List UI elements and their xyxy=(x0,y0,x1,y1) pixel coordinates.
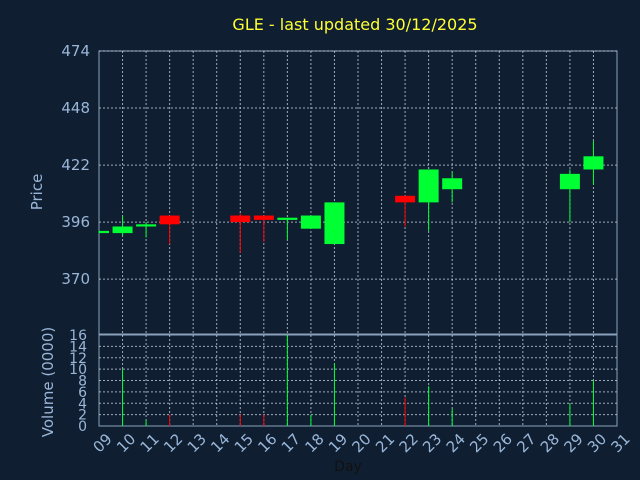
volume-tick-label: 14 xyxy=(69,339,87,355)
volume-tick-label: 12 xyxy=(69,351,87,367)
x-tick-label: 21 xyxy=(372,430,398,456)
x-tick-label: 17 xyxy=(278,430,304,456)
volume-tick-label: 8 xyxy=(78,374,87,390)
chart-title: GLE - last updated 30/12/2025 xyxy=(232,15,477,34)
x-tick-label: 25 xyxy=(466,430,492,456)
volume-tick-label: 0 xyxy=(78,419,87,435)
x-tick-label: 10 xyxy=(113,430,139,456)
candle-body xyxy=(277,217,298,220)
candle-body xyxy=(300,215,321,229)
x-tick-label: 13 xyxy=(184,430,210,456)
price-axis-label: Price xyxy=(28,174,46,211)
volume-tick-label: 10 xyxy=(69,362,87,378)
x-tick-label: 28 xyxy=(537,430,563,456)
price-tick-label: 474 xyxy=(61,42,90,60)
x-tick-label: 15 xyxy=(231,430,257,456)
price-tick-label: 370 xyxy=(61,270,90,288)
x-axis-label: Day xyxy=(334,459,362,475)
x-tick-label: 23 xyxy=(419,430,445,456)
candle-body xyxy=(395,195,416,203)
x-tick-label: 24 xyxy=(443,430,469,456)
candle-body xyxy=(324,202,345,245)
volume-tick-label: 2 xyxy=(78,408,87,424)
x-tick-label: 22 xyxy=(396,430,422,456)
x-tick-label: 11 xyxy=(137,430,163,456)
x-tick-label: 09 xyxy=(90,430,116,456)
candle-body xyxy=(559,173,580,190)
x-tick-label: 30 xyxy=(584,430,610,456)
candle-body xyxy=(159,215,180,225)
candle-body xyxy=(230,215,251,223)
x-tick-label: 18 xyxy=(301,430,327,456)
candle-body xyxy=(99,230,109,234)
x-tick-label: 31 xyxy=(608,430,634,456)
x-tick-label: 20 xyxy=(349,430,375,456)
candle-body xyxy=(442,178,463,190)
x-tick-label: 16 xyxy=(254,430,280,456)
x-tick-label: 12 xyxy=(160,430,186,456)
candle-body xyxy=(253,215,274,220)
x-tick-label: 14 xyxy=(207,430,233,456)
candle-body xyxy=(112,226,133,234)
volume-tick-label: 6 xyxy=(78,385,87,401)
candle-body xyxy=(136,224,157,227)
candle-body xyxy=(418,169,439,203)
volume-axis-label: Volume (0000) xyxy=(39,327,57,437)
x-tick-label: 19 xyxy=(325,430,351,456)
volume-tick-label: 16 xyxy=(69,328,87,344)
x-tick-label: 29 xyxy=(560,430,586,456)
price-panel: 370 396 422 448 474 xyxy=(61,42,618,335)
price-tick-label: 396 xyxy=(61,213,90,231)
price-tick-label: 422 xyxy=(61,156,90,174)
candle-body xyxy=(583,156,604,170)
x-tick-label: 27 xyxy=(513,430,539,456)
volume-panel: 0910111213141516171819202122232425262728… xyxy=(69,328,634,456)
price-tick-label: 448 xyxy=(61,99,90,117)
x-tick-label: 26 xyxy=(490,430,516,456)
volume-tick-label: 4 xyxy=(78,396,87,412)
